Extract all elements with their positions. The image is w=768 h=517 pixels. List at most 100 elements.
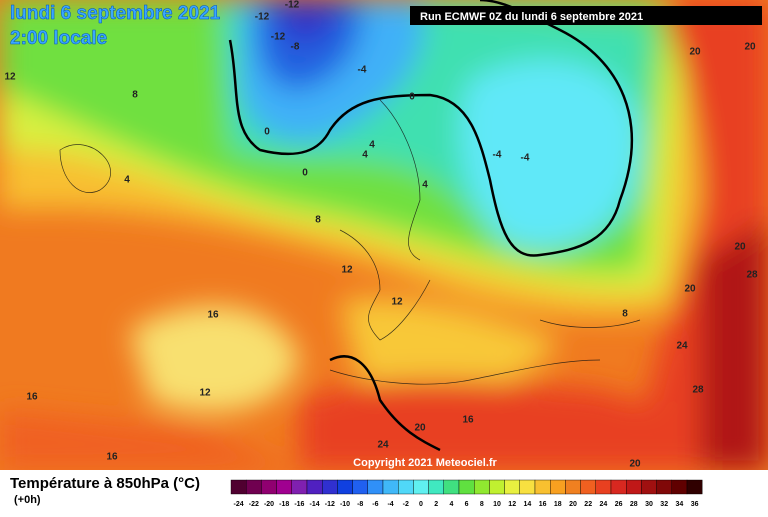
colorbar-swatch bbox=[306, 479, 323, 495]
colorbar-swatch bbox=[641, 479, 657, 495]
colorbar-swatch bbox=[322, 479, 338, 495]
colorbar-label: -10 bbox=[340, 501, 350, 508]
contour-label: 4 bbox=[422, 180, 428, 191]
colorbar-swatch bbox=[398, 479, 414, 495]
contour-label: 16 bbox=[462, 415, 474, 426]
contour-label: 28 bbox=[692, 385, 704, 396]
colorbar-swatch bbox=[504, 479, 521, 495]
colorbar-label: 14 bbox=[524, 501, 532, 508]
contour-label: 20 bbox=[629, 459, 641, 470]
contour-label: 8 bbox=[132, 90, 138, 101]
colorbar-label: 10 bbox=[493, 501, 501, 508]
legend-title: Température à 850hPa (°C) bbox=[10, 475, 200, 492]
contour-label: 4 bbox=[369, 140, 375, 151]
colorbar-label: 30 bbox=[645, 501, 653, 508]
colorbar-label: 24 bbox=[600, 501, 608, 508]
colorbar-label: 0 bbox=[419, 501, 423, 508]
colorbar-swatch bbox=[367, 479, 384, 495]
colorbar-swatch bbox=[413, 479, 429, 495]
contour-label: 20 bbox=[689, 47, 701, 58]
contour-label: 0 bbox=[302, 168, 308, 179]
colorbar-label: -22 bbox=[249, 501, 259, 508]
zero-isotherm bbox=[228, 0, 634, 452]
colorbar-label: 16 bbox=[539, 501, 547, 508]
colorbar-label: -6 bbox=[372, 501, 378, 508]
contour-label: 8 bbox=[622, 309, 628, 320]
contour-label: 16 bbox=[106, 452, 118, 463]
contour-label: -4 bbox=[358, 65, 367, 76]
contour-label: -12 bbox=[255, 12, 270, 23]
colorbar-label: 6 bbox=[465, 501, 469, 508]
colorbar-label: -14 bbox=[310, 501, 320, 508]
legend-step: (+0h) bbox=[14, 494, 41, 506]
run-banner bbox=[410, 6, 762, 25]
colorbar-swatch bbox=[534, 479, 551, 495]
contour-label: 4 bbox=[124, 175, 130, 186]
colorbar-swatch bbox=[626, 479, 642, 495]
contour-label: 4 bbox=[362, 150, 368, 161]
contour-label: 24 bbox=[377, 440, 389, 451]
contour-label: 0 bbox=[409, 92, 415, 103]
contour-label: 24 bbox=[676, 341, 688, 352]
colorbar-label: -12 bbox=[325, 501, 335, 508]
colorbar-label: 32 bbox=[660, 501, 668, 508]
colorbar-label: 28 bbox=[630, 501, 638, 508]
colorbar-swatch bbox=[550, 479, 566, 495]
contour-label: -4 bbox=[493, 150, 502, 161]
colorbar-label: 20 bbox=[569, 501, 577, 508]
colorbar-swatch bbox=[610, 479, 627, 495]
contour-label: 12 bbox=[4, 72, 16, 83]
colorbar-label: -8 bbox=[357, 501, 363, 508]
map-time: 2:00 locale bbox=[10, 28, 107, 49]
copyright: Copyright 2021 Meteociel.fr bbox=[353, 457, 497, 469]
colorbar-label: -4 bbox=[387, 501, 393, 508]
contour-label: 20 bbox=[744, 42, 756, 53]
colorbar-swatch bbox=[656, 479, 672, 495]
colorbar-swatch bbox=[686, 479, 703, 495]
colorbar-label: -24 bbox=[234, 501, 244, 508]
contour-label: 20 bbox=[414, 423, 426, 434]
colorbar-swatch bbox=[489, 479, 505, 495]
colorbar-swatch bbox=[474, 479, 490, 495]
colorbar-swatch bbox=[352, 479, 369, 495]
colorbar-label: 26 bbox=[615, 501, 623, 508]
contour-label: -8 bbox=[291, 42, 300, 53]
colorbar-label: 22 bbox=[584, 501, 592, 508]
contour-label: -12 bbox=[271, 32, 286, 43]
map-date: lundi 6 septembre 2021 bbox=[10, 3, 221, 24]
contour-label: 20 bbox=[684, 284, 696, 295]
colorbar-label: 8 bbox=[480, 501, 484, 508]
colorbar-label: 34 bbox=[676, 501, 684, 508]
colorbar-swatch bbox=[428, 479, 445, 495]
colorbar-label: 2 bbox=[434, 501, 438, 508]
colorbar-label: -20 bbox=[264, 501, 274, 508]
colorbar-swatch bbox=[276, 479, 293, 495]
colorbar-swatch bbox=[261, 479, 277, 495]
colorbar-swatch bbox=[337, 479, 353, 495]
contour-label: 0 bbox=[264, 127, 270, 138]
contour-label: -12 bbox=[285, 0, 300, 11]
colorbar-label: 18 bbox=[554, 501, 562, 508]
colorbar-swatch bbox=[458, 479, 475, 495]
contour-label: -4 bbox=[521, 153, 530, 164]
colorbar-label: -2 bbox=[403, 501, 409, 508]
contour-label: 20 bbox=[734, 242, 746, 253]
colorbar-swatch bbox=[230, 479, 247, 495]
colorbar-label: 36 bbox=[691, 501, 699, 508]
colorbar-swatch bbox=[671, 479, 688, 495]
contour-label: 12 bbox=[199, 388, 211, 399]
colorbar-swatch bbox=[291, 479, 308, 495]
colorbar-swatch bbox=[519, 479, 536, 495]
colorbar-swatch bbox=[580, 479, 596, 495]
contour-label: 28 bbox=[746, 270, 758, 281]
colorbar-swatch bbox=[382, 479, 399, 495]
colorbar-swatch bbox=[443, 479, 460, 495]
contour-label: 16 bbox=[26, 392, 38, 403]
run-info: Run ECMWF 0Z du lundi 6 septembre 2021 bbox=[420, 11, 643, 23]
colorbar-label: -16 bbox=[294, 501, 304, 508]
colorbar-swatch bbox=[245, 479, 262, 495]
colorbar-swatch bbox=[565, 479, 581, 495]
colorbar-label: 4 bbox=[449, 501, 453, 508]
contour-label: 8 bbox=[315, 215, 321, 226]
